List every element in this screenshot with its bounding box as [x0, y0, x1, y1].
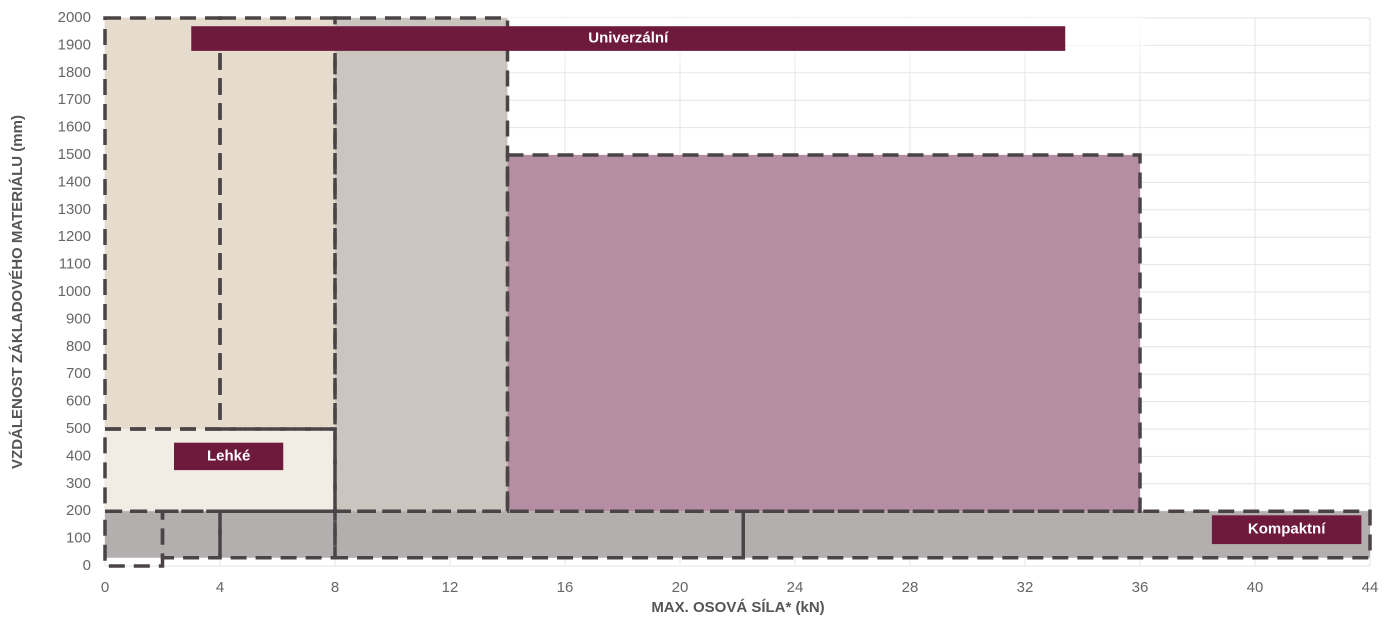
- y-tick-label: 1800: [58, 64, 91, 81]
- x-axis-title: MAX. OSOVÁ SÍLA* (kN): [651, 599, 824, 616]
- y-tick-label: 800: [66, 338, 91, 355]
- y-tick-label: 700: [66, 365, 91, 382]
- x-tick-label: 28: [902, 579, 919, 596]
- dashed-box: [218, 16, 337, 431]
- x-tick-label: 24: [787, 579, 804, 596]
- x-tick-label: 32: [1017, 579, 1034, 596]
- y-tick-label: 2000: [58, 9, 91, 26]
- region: [105, 511, 1370, 558]
- bar-label: Univerzální: [588, 30, 669, 47]
- y-tick-label: 1200: [58, 228, 91, 245]
- y-tick-label: 1700: [58, 91, 91, 108]
- label-bar: [174, 442, 284, 471]
- x-tick-label: 0: [101, 579, 109, 596]
- y-tick-label: 200: [66, 502, 91, 519]
- region: [335, 18, 508, 512]
- x-tick-label: 12: [442, 579, 459, 596]
- ticks: 0100200300400500600700800900100011001200…: [58, 9, 1379, 596]
- x-tick-label: 4: [216, 579, 224, 596]
- dashed-box: [160, 509, 222, 560]
- y-tick-label: 400: [66, 447, 91, 464]
- y-tick-label: 1300: [58, 201, 91, 218]
- x-tick-label: 16: [557, 579, 574, 596]
- label-bar: [191, 26, 1066, 51]
- x-tick-label: 44: [1362, 579, 1379, 596]
- y-axis-title: VZDÁLENOST ZÁKLADOVÉHO MATERIÁLU (mm): [9, 115, 26, 469]
- y-tick-label: 500: [66, 420, 91, 437]
- boxes: [103, 16, 1372, 568]
- y-tick-label: 0: [83, 557, 91, 574]
- y-tick-label: 1500: [58, 146, 91, 163]
- y-tick-label: 300: [66, 475, 91, 492]
- y-tick-label: 1600: [58, 119, 91, 136]
- dashed-box: [741, 509, 1372, 560]
- y-tick-label: 1000: [58, 283, 91, 300]
- bar-label: Lehké: [207, 447, 250, 464]
- x-tick-label: 40: [1247, 579, 1264, 596]
- y-tick-label: 100: [66, 530, 91, 547]
- y-tick-label: 1400: [58, 173, 91, 190]
- bar-label: Kompaktní: [1248, 521, 1326, 538]
- dashed-box: [333, 509, 745, 560]
- bars: Univerzální Lehké Kompaktní: [174, 26, 1362, 545]
- x-tick-label: 36: [1132, 579, 1149, 596]
- y-tick-label: 1100: [59, 256, 91, 273]
- label-bar: [1211, 515, 1362, 545]
- region: [507, 155, 1140, 512]
- y-tick-label: 900: [66, 310, 91, 327]
- x-tick-label: 8: [331, 579, 339, 596]
- y-tick-label: 600: [66, 393, 91, 410]
- y-tick-label: 1900: [58, 36, 91, 53]
- x-tick-label: 20: [672, 579, 689, 596]
